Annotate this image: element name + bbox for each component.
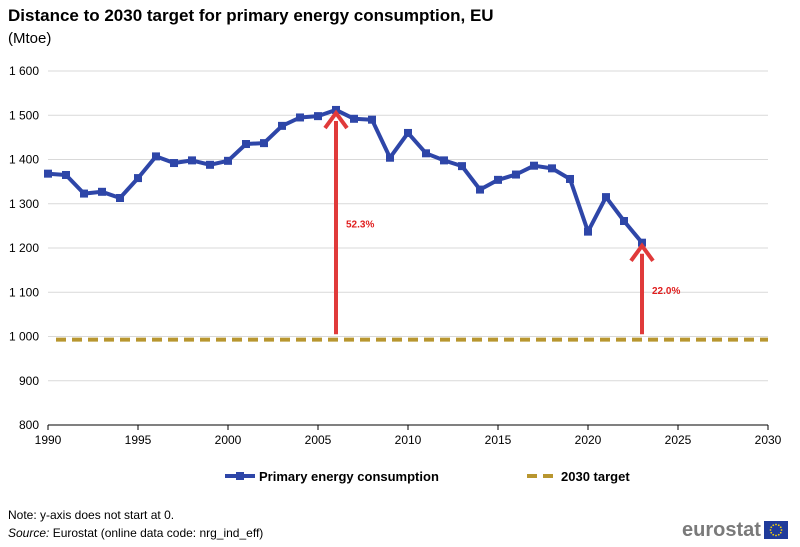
y-tick-label: 1 200: [9, 241, 39, 255]
primary-energy-line: [47, 107, 644, 244]
source-label: Source:: [8, 526, 50, 540]
data-point-marker: [350, 114, 358, 123]
chart-unit-subtitle: (Mtoe): [8, 30, 52, 47]
legend-label-primary-energy: Primary energy consumption: [259, 469, 439, 484]
data-point-marker: [44, 169, 52, 178]
data-point-marker: [152, 152, 160, 161]
data-point-marker: [494, 175, 502, 184]
data-point-marker: [296, 113, 304, 122]
data-point-marker: [314, 112, 322, 121]
data-point-marker: [368, 115, 376, 124]
x-tick-label: 1990: [35, 433, 62, 447]
eu-flag-icon: [763, 521, 788, 539]
data-point-marker: [530, 161, 538, 170]
data-point-marker: [224, 156, 232, 165]
data-point-marker: [170, 159, 178, 168]
data-point-marker: [512, 170, 520, 179]
x-tick-label: 2005: [305, 433, 332, 447]
data-point-marker: [476, 185, 484, 194]
x-tick-label: 2010: [395, 433, 422, 447]
y-tick-label: 1 400: [9, 153, 39, 167]
legend-label-target: 2030 target: [561, 469, 630, 484]
data-point-marker: [404, 128, 412, 137]
data-point-marker: [584, 227, 592, 236]
annotation-arrowhead: [323, 109, 349, 130]
data-point-marker: [98, 187, 106, 196]
data-point-marker: [116, 193, 124, 202]
x-tick-label: 2015: [485, 433, 512, 447]
data-point-marker: [386, 153, 394, 162]
data-point-marker: [242, 140, 250, 149]
data-point-marker: [80, 189, 88, 198]
x-tick-label: 2025: [665, 433, 692, 447]
line-chart: 800 900 1 000 1 100 1 200 1 300 1 400 1 500 1 60…: [9, 64, 782, 484]
logo-text: eurostat: [682, 518, 761, 541]
legend-marker-primary-energy: [236, 472, 244, 480]
data-point-marker: [440, 156, 448, 165]
data-point-marker: [62, 170, 70, 179]
y-tick-label: 800: [19, 418, 39, 432]
data-point-marker: [458, 162, 466, 171]
y-tick-label: 900: [19, 374, 39, 388]
annotation-arrowhead: [629, 242, 655, 262]
x-tick-label: 2000: [215, 433, 242, 447]
eurostat-logo: eurostat: [682, 518, 788, 542]
y-tick-label: 1 000: [9, 330, 39, 344]
y-tick-label: 1 300: [9, 197, 39, 211]
y-tick-label: 1 100: [9, 285, 39, 299]
data-point-marker: [206, 160, 214, 169]
data-point-marker: [188, 156, 196, 165]
source-text: Eurostat (online data code: nrg_ind_eff): [49, 526, 264, 540]
data-point-marker: [278, 121, 286, 130]
y-tick-label: 1 500: [9, 108, 39, 122]
chart-note: Note: y-axis does not start at 0.: [8, 508, 175, 522]
data-point-marker: [620, 217, 628, 226]
annotation-label: 52.3%: [346, 220, 374, 231]
data-point-marker: [602, 193, 610, 202]
data-point-marker: [260, 139, 268, 148]
data-point-marker: [134, 174, 142, 183]
chart-title: Distance to 2030 target for primary ener…: [8, 6, 494, 25]
x-tick-label: 2020: [575, 433, 602, 447]
data-point-marker: [422, 149, 430, 158]
annotation-label: 22.0%: [652, 286, 680, 297]
x-tick-label: 1995: [125, 433, 152, 447]
data-point-marker: [548, 164, 556, 173]
y-tick-label: 1 600: [9, 64, 39, 78]
chart-source: Source: Eurostat (online data code: nrg_…: [8, 526, 263, 540]
x-tick-label: 2030: [755, 433, 782, 447]
data-point-marker: [566, 174, 574, 183]
